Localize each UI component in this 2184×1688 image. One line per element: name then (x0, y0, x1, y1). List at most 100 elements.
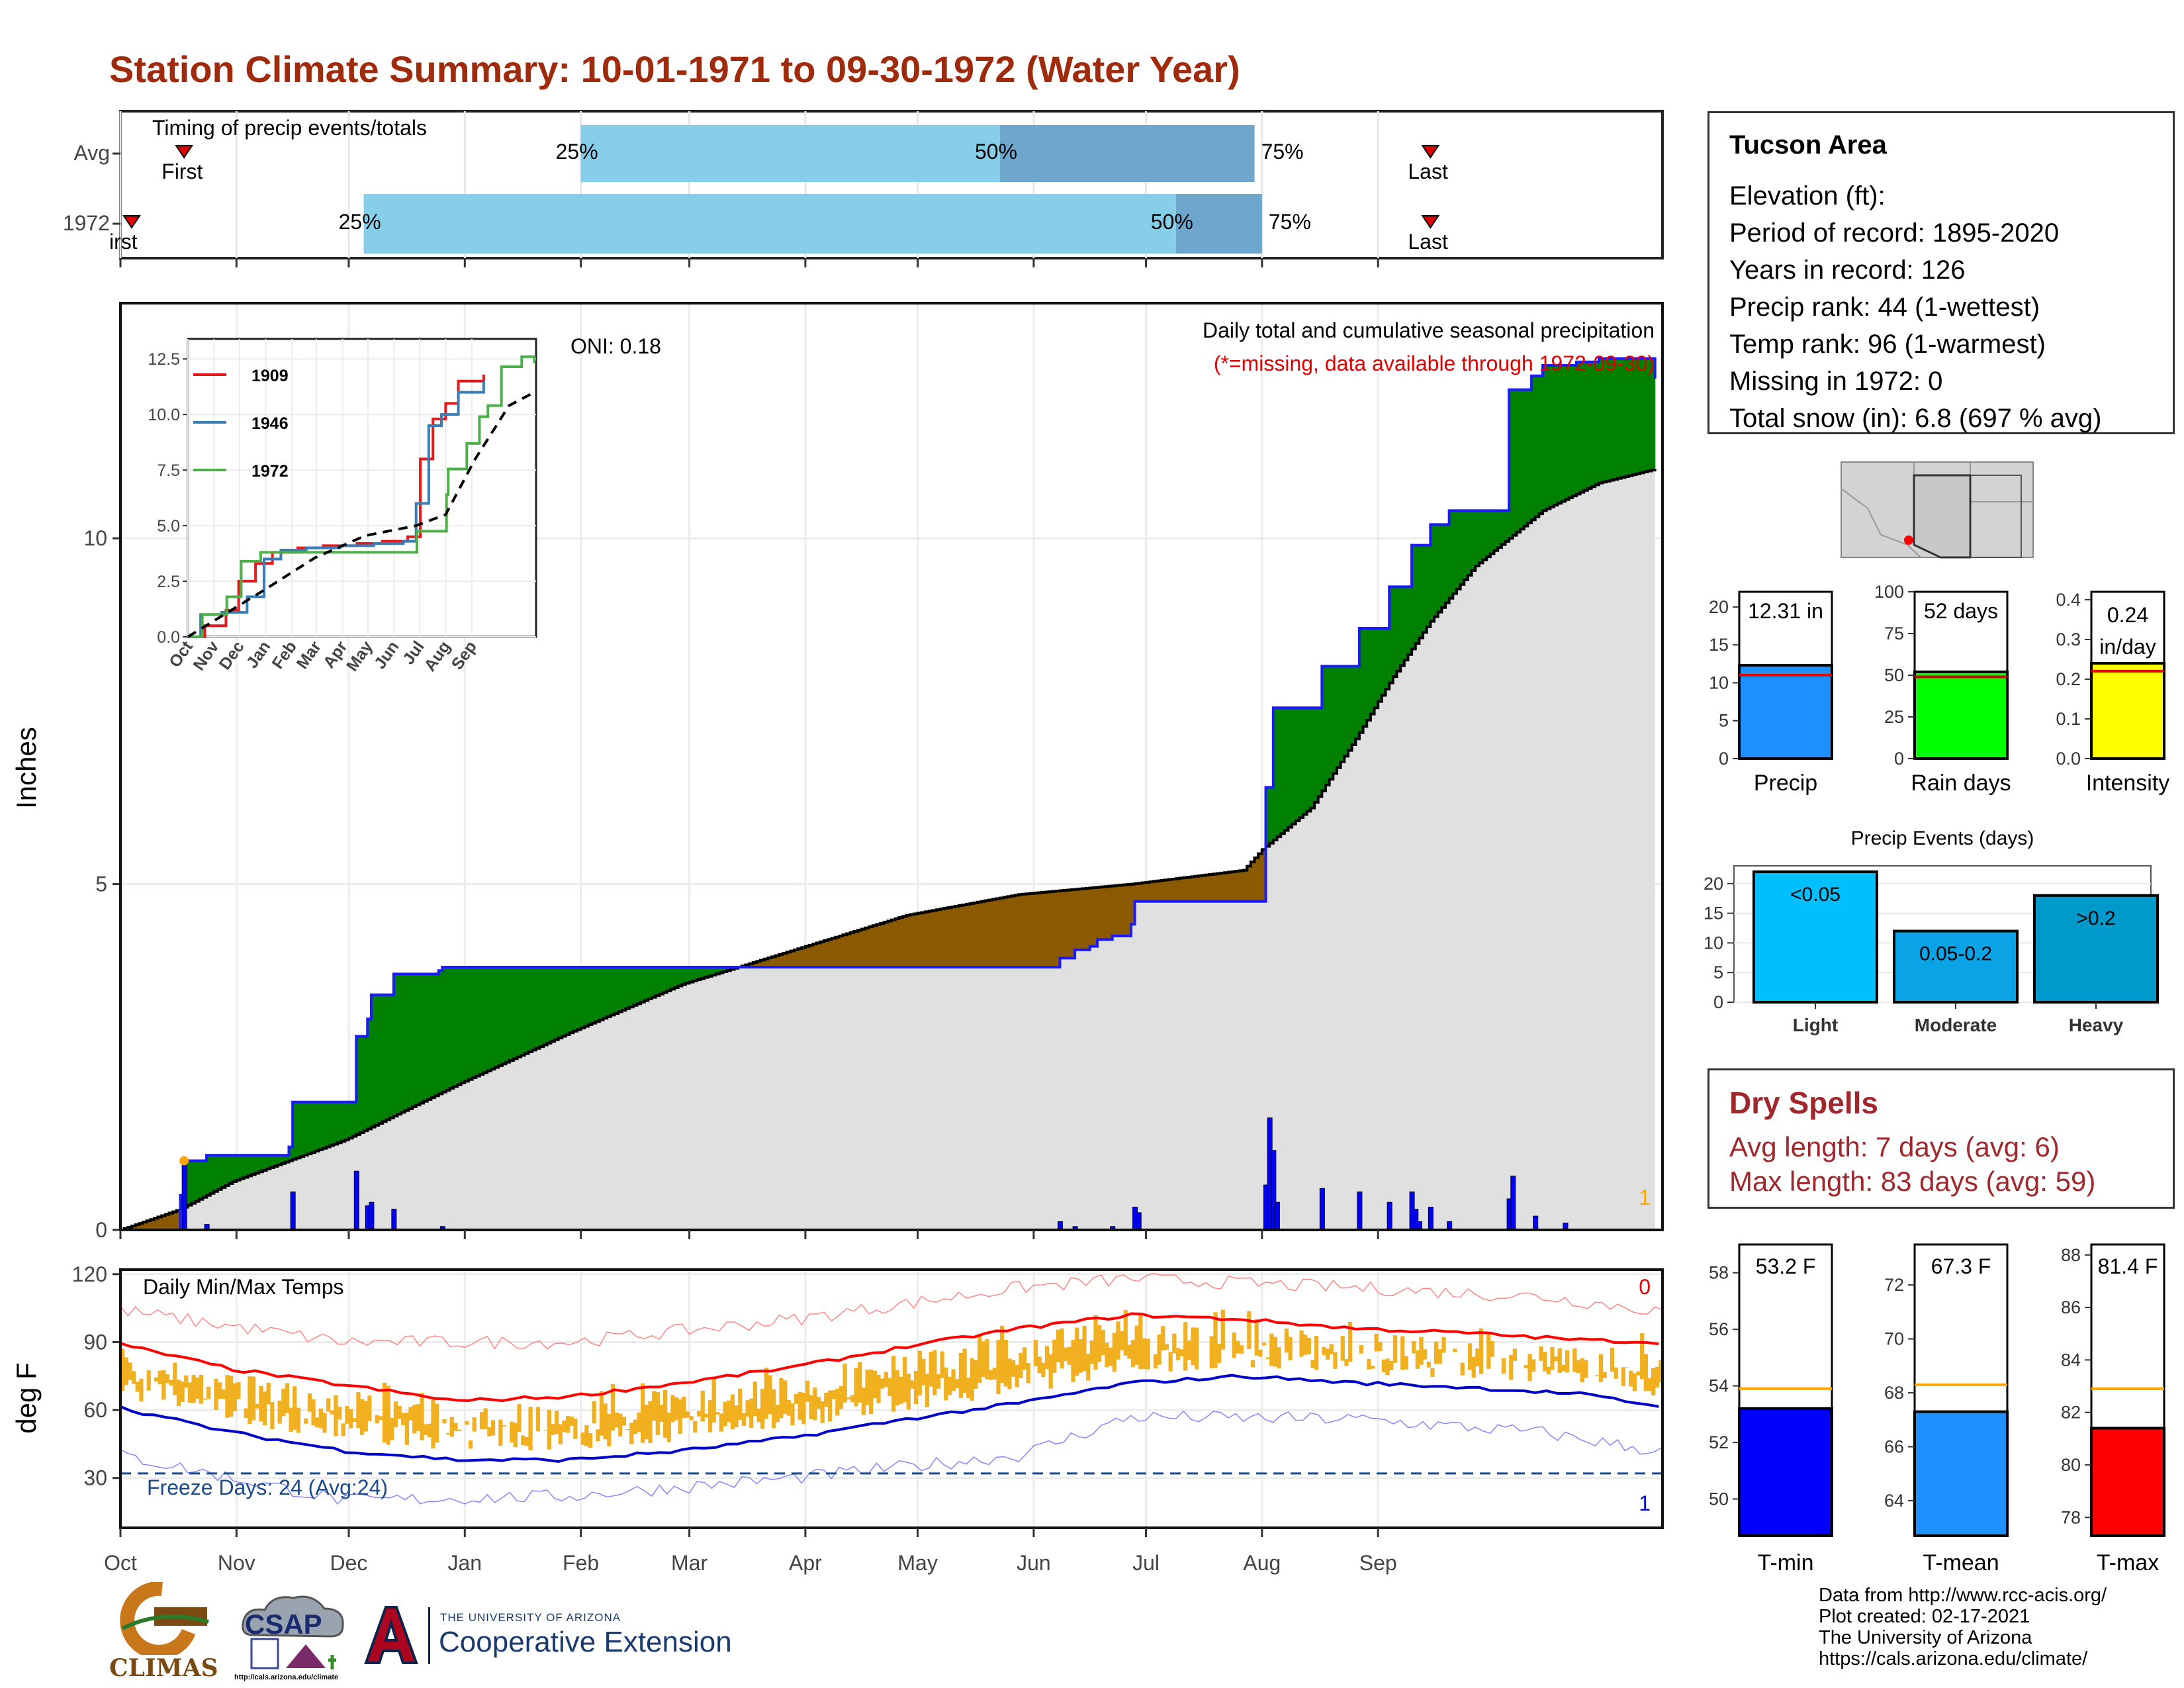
precip-deficit-fill (752, 962, 758, 967)
summary-temp-0-y-tick-label: 58 (1709, 1263, 1729, 1283)
daily-temp-bar (858, 1362, 862, 1403)
inset-legend-label: 1972 (251, 462, 289, 481)
precip-surplus-fill (487, 966, 492, 1071)
daily-temp-bar (1303, 1335, 1308, 1355)
precip-deficit-fill (850, 932, 855, 967)
daily-temp-bar (1430, 1368, 1435, 1377)
summary-precip-value-label: 52 days (1924, 599, 1998, 623)
daily-temp-bar (682, 1396, 686, 1419)
precip-surplus-fill (232, 1155, 237, 1182)
timing-label-75: 75% (1261, 140, 1304, 164)
daily-temp-bar (850, 1395, 855, 1403)
daily-temp-bar (1584, 1360, 1588, 1378)
daily-temp-bar (408, 1407, 413, 1421)
daily-temp-bar (304, 1418, 308, 1424)
daily-temp-bar (1415, 1350, 1420, 1369)
precip-deficit-fill (951, 907, 956, 967)
precip-surplus-fill (588, 966, 593, 1025)
page-title: Station Climate Summary: 10-01-1971 to 0… (109, 48, 1240, 90)
precip-deficit-fill (1078, 888, 1083, 950)
summary-precip-2-y-tick-label: 0.0 (2056, 749, 2081, 769)
precip-deficit-fill (895, 918, 899, 967)
daily-temp-bar (203, 1398, 207, 1400)
precip-events-category-label: Heavy (2069, 1015, 2124, 1035)
timing-label-50: 50% (975, 140, 1017, 164)
daily-temp-bar (1306, 1338, 1311, 1354)
daily-temp-bar (1374, 1333, 1379, 1352)
precip-surplus-fill (599, 966, 604, 1020)
daily-temp-bar (989, 1370, 993, 1380)
daily-temp-bar (322, 1413, 327, 1433)
precip-surplus-fill (1610, 358, 1615, 481)
daily-temp-bar (221, 1389, 226, 1399)
daily-temp-bar (293, 1386, 297, 1430)
daily-temp-bar (1580, 1358, 1584, 1383)
precip-surplus-fill (1322, 666, 1326, 791)
timing-last-label: Last (1408, 230, 1448, 254)
precip-surplus-fill (289, 1147, 293, 1161)
daily-temp-bar (831, 1390, 836, 1399)
precip-surplus-fill (1553, 365, 1559, 506)
precip-deficit-fill (1007, 896, 1012, 967)
summary-temp-category-label: T-max (2097, 1550, 2159, 1575)
daily-temp-bar (1299, 1330, 1304, 1357)
precip-deficit-fill (962, 904, 967, 967)
precip-surplus-fill (1277, 708, 1281, 837)
daily-temp-bar (1093, 1315, 1098, 1370)
daily-temp-bar (524, 1437, 529, 1446)
daily-temp-bar (146, 1370, 151, 1391)
daily-temp-bar (1572, 1348, 1577, 1372)
daily-temp-bar (1509, 1354, 1514, 1380)
daily-temp-bar (131, 1371, 136, 1384)
daily-temp-bar (120, 1348, 125, 1391)
precip-surplus-fill (412, 974, 417, 1107)
precip-deficit-fill (1202, 875, 1206, 902)
precip-surplus-fill (259, 1155, 263, 1172)
daily-temp-bar (696, 1411, 702, 1417)
daily-temp-bar (1191, 1327, 1195, 1366)
daily-temp-bar (951, 1369, 956, 1391)
precip-surplus-fill (655, 966, 660, 996)
daily-temp-bar (1089, 1340, 1094, 1364)
daily-temp-bar (592, 1401, 596, 1424)
precip-surplus-fill (1606, 358, 1611, 481)
daily-temp-bar (472, 1417, 477, 1432)
summary-temp-0-y-tick-label: 52 (1709, 1432, 1729, 1452)
summary-temp-2-y-tick-label: 88 (2061, 1245, 2081, 1265)
ua-logo: THE UNIVERSITY OF ARIZONA Cooperative Ex… (361, 1602, 745, 1675)
daily-temp-bar (1138, 1313, 1143, 1370)
daily-temp-bar (782, 1380, 788, 1414)
timing-label-25: 25% (556, 140, 598, 164)
summary-temp-2-y-tick-label: 86 (2061, 1297, 2081, 1317)
daily-temp-bar (1172, 1333, 1177, 1354)
precip-deficit-fill (1071, 889, 1075, 959)
precip-surplus-fill (1303, 708, 1308, 815)
precip-deficit-fill (869, 927, 874, 967)
daily-temp-bar (1239, 1345, 1244, 1354)
precip-surplus-fill (1437, 524, 1442, 612)
footer-line-url: https://cals.arizona.edu/climate/ (1819, 1648, 2088, 1669)
precip-surplus-fill (596, 966, 600, 1022)
precip-surplus-fill (1378, 628, 1383, 702)
precip-surplus-fill (618, 966, 623, 1012)
daily-temp-bar (555, 1411, 559, 1434)
precip-deficit-fill (775, 955, 780, 967)
summary-temp-1-y-tick-label: 64 (1884, 1491, 1904, 1511)
precip-surplus-fill (1464, 510, 1469, 580)
precip-deficit-fill (1022, 894, 1027, 967)
daily-temp-bar (655, 1392, 660, 1436)
daily-temp-bar (876, 1374, 881, 1403)
month-axis-label: Oct (104, 1551, 137, 1575)
daily-temp-bar (880, 1378, 885, 1389)
month-axis-label: Sep (1359, 1551, 1397, 1575)
daily-temp-bar (1116, 1321, 1120, 1360)
daily-temp-bar (944, 1367, 948, 1401)
precip-deficit-fill (142, 1222, 148, 1230)
daily-temp-bar (154, 1377, 159, 1382)
precip-surplus-fill (1412, 545, 1416, 649)
daily-temp-bar (569, 1416, 574, 1426)
inset-avg-line (187, 391, 535, 638)
daily-temp-bar (558, 1424, 563, 1444)
daily-temp-bar (839, 1386, 844, 1409)
first-marker-icon (175, 145, 194, 159)
